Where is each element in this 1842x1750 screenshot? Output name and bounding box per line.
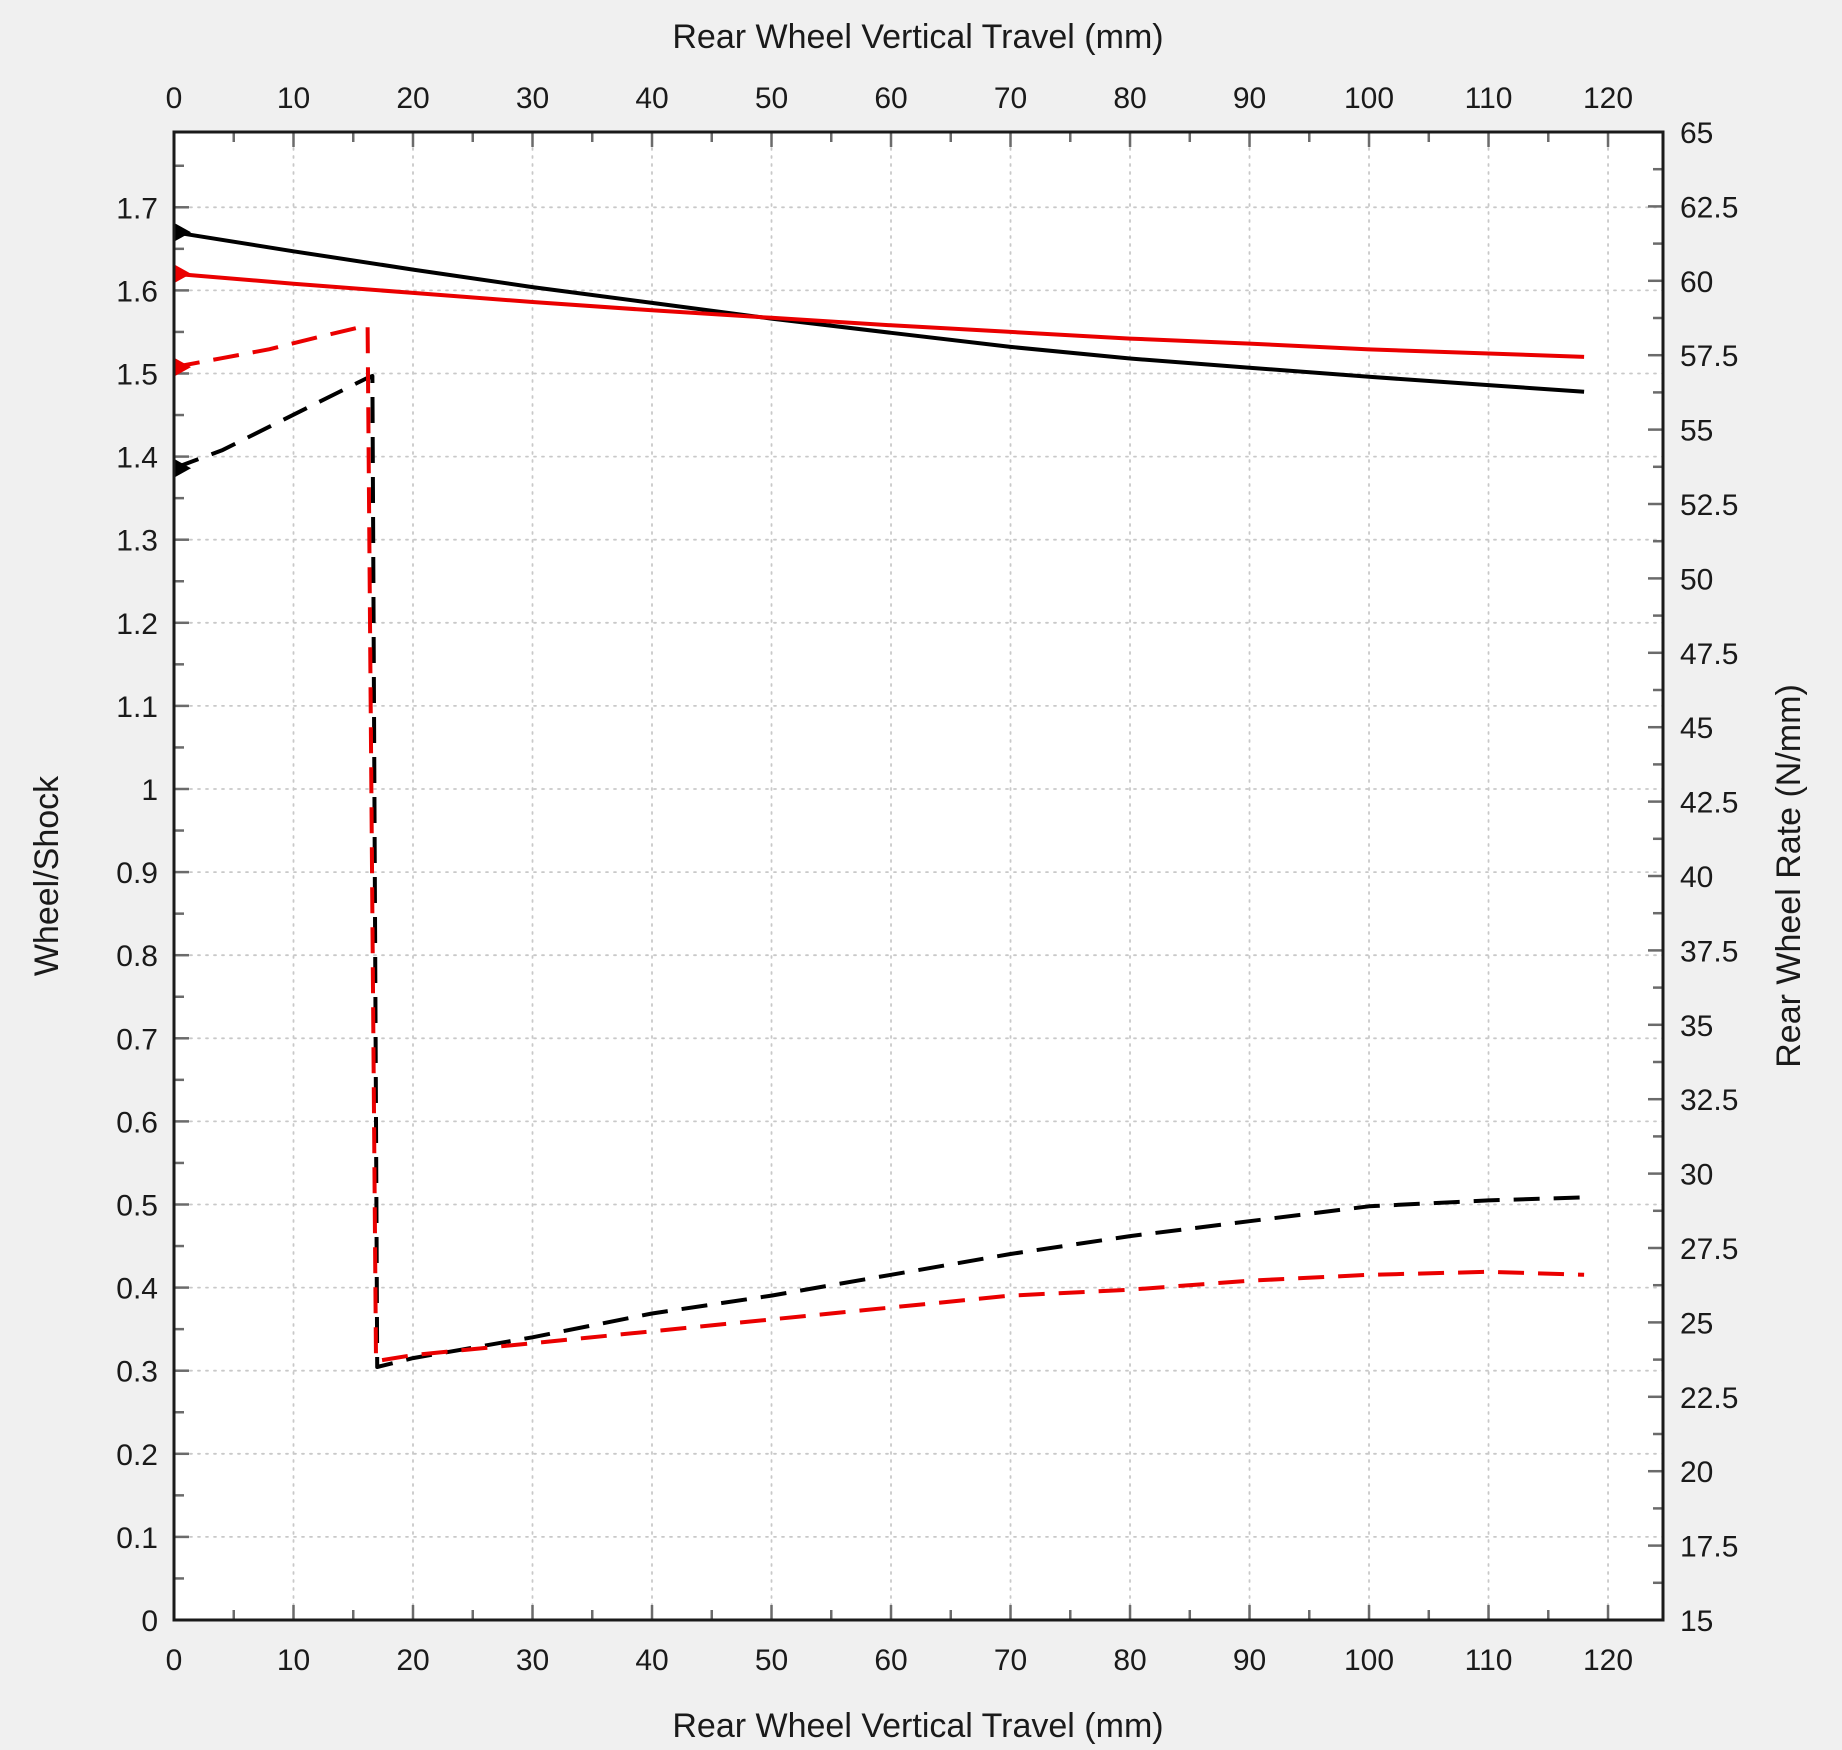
x-axis-tick-label-bottom: 50 (755, 1644, 788, 1677)
x-axis-tick-label-top: 30 (516, 82, 549, 115)
y-left-tick-label: 1.6 (116, 275, 158, 308)
x-axis-tick-label-top: 0 (166, 82, 183, 115)
right-axis-title: Rear Wheel Rate (N/mm) (1770, 684, 1808, 1068)
series-start-marker-wheel-shock-leverage-setup-2 (173, 263, 191, 284)
left-axis-title: Wheel/Shock (28, 775, 66, 976)
y-right-tick-label: 52.5 (1680, 489, 1738, 522)
y-left-tick-label: 0.6 (116, 1106, 158, 1139)
series-layer (173, 222, 1585, 1369)
plot-area (174, 132, 1663, 1620)
series-wheel-shock-leverage-setup-2 (173, 271, 1585, 359)
x-axis-tick-label-bottom: 60 (874, 1644, 907, 1677)
y-right-tick-label: 55 (1680, 415, 1713, 448)
y-right-tick-label: 45 (1680, 712, 1713, 745)
bottom-axis-title: Rear Wheel Vertical Travel (mm) (672, 1707, 1163, 1745)
y-left-tick-label: 0.7 (116, 1023, 158, 1056)
series-wheel-shock-leverage-setup-1 (173, 230, 1585, 394)
y-left-tick-label: 0.2 (116, 1439, 158, 1472)
x-axis-tick-label-top: 60 (874, 82, 907, 115)
y-right-tick-label: 37.5 (1680, 935, 1738, 968)
y-right-tick-label: 32.5 (1680, 1084, 1738, 1117)
series-start-marker-rear-wheel-rate-setup-1 (173, 458, 191, 479)
tick-label-layer: 0010102020303040405050606070708080909010… (116, 82, 1738, 1677)
y-right-tick-label: 62.5 (1680, 191, 1738, 224)
x-axis-tick-label-bottom: 10 (277, 1644, 310, 1677)
y-left-tick-label: 1.1 (116, 691, 158, 724)
x-axis-tick-label-top: 50 (755, 82, 788, 115)
y-left-tick-label: 0.8 (116, 940, 158, 973)
x-axis-tick-label-top: 90 (1233, 82, 1266, 115)
y-left-tick-label: 1.4 (116, 442, 158, 475)
x-axis-tick-label-top: 120 (1583, 82, 1633, 115)
y-left-tick-label: 0.5 (116, 1189, 158, 1222)
x-axis-tick-label-bottom: 100 (1344, 1644, 1394, 1677)
y-left-tick-label: 1.7 (116, 192, 158, 225)
y-right-tick-label: 60 (1680, 266, 1713, 299)
x-axis-tick-label-top: 100 (1344, 82, 1394, 115)
plot-background-layer (174, 132, 1663, 1620)
x-axis-tick-label-top: 80 (1113, 82, 1146, 115)
gridline-layer (173, 131, 1664, 1621)
y-left-tick-label: 0 (141, 1605, 158, 1638)
y-left-tick-label: 0.1 (116, 1522, 158, 1555)
y-right-tick-label: 57.5 (1680, 340, 1738, 373)
y-right-tick-label: 30 (1680, 1159, 1713, 1192)
axis-title-layer: Rear Wheel Vertical Travel (mm) Rear Whe… (28, 18, 1808, 1745)
x-axis-tick-label-top: 20 (396, 82, 429, 115)
y-right-tick-label: 47.5 (1680, 638, 1738, 671)
series-rear-wheel-rate-setup-2 (173, 323, 1585, 1364)
series-start-marker-rear-wheel-rate-setup-2 (173, 357, 191, 378)
y-right-tick-label: 27.5 (1680, 1233, 1738, 1266)
frame-layer (172, 130, 1665, 1622)
x-axis-tick-label-bottom: 70 (994, 1644, 1027, 1677)
y-left-tick-label: 1.2 (116, 608, 158, 641)
x-axis-tick-label-top: 70 (994, 82, 1027, 115)
y-right-tick-label: 42.5 (1680, 787, 1738, 820)
y-right-tick-label: 17.5 (1680, 1531, 1738, 1564)
y-right-tick-label: 50 (1680, 563, 1713, 596)
series-start-marker-wheel-shock-leverage-setup-1 (173, 222, 191, 243)
x-axis-tick-label-bottom: 120 (1583, 1644, 1633, 1677)
top-axis-title: Rear Wheel Vertical Travel (mm) (672, 18, 1163, 56)
y-right-tick-label: 40 (1680, 861, 1713, 894)
y-right-tick-label: 65 (1680, 117, 1713, 150)
x-axis-tick-label-bottom: 80 (1113, 1644, 1146, 1677)
y-right-tick-label: 35 (1680, 1010, 1713, 1043)
x-axis-tick-label-bottom: 20 (396, 1644, 429, 1677)
x-axis-tick-label-top: 110 (1465, 82, 1513, 115)
tick-layer (172, 130, 1663, 1622)
x-axis-tick-label-bottom: 30 (516, 1644, 549, 1677)
y-left-tick-label: 0.3 (116, 1356, 158, 1389)
plot-frame (172, 130, 1665, 1622)
y-left-tick-label: 1.5 (116, 358, 158, 391)
y-left-tick-label: 0.4 (116, 1273, 158, 1306)
x-axis-tick-label-bottom: 40 (635, 1644, 668, 1677)
y-right-tick-label: 25 (1680, 1307, 1713, 1340)
y-right-tick-label: 15 (1680, 1605, 1713, 1638)
y-right-tick-label: 22.5 (1680, 1382, 1738, 1415)
y-right-tick-label: 20 (1680, 1456, 1713, 1489)
x-axis-tick-label-top: 10 (277, 82, 310, 115)
y-left-tick-label: 1.3 (116, 525, 158, 558)
x-axis-tick-label-bottom: 110 (1465, 1644, 1513, 1677)
y-left-tick-label: 0.9 (116, 857, 158, 890)
x-axis-tick-label-top: 40 (635, 82, 668, 115)
x-axis-tick-label-bottom: 90 (1233, 1644, 1266, 1677)
y-left-tick-label: 1 (141, 774, 158, 807)
x-axis-tick-label-bottom: 0 (166, 1644, 183, 1677)
